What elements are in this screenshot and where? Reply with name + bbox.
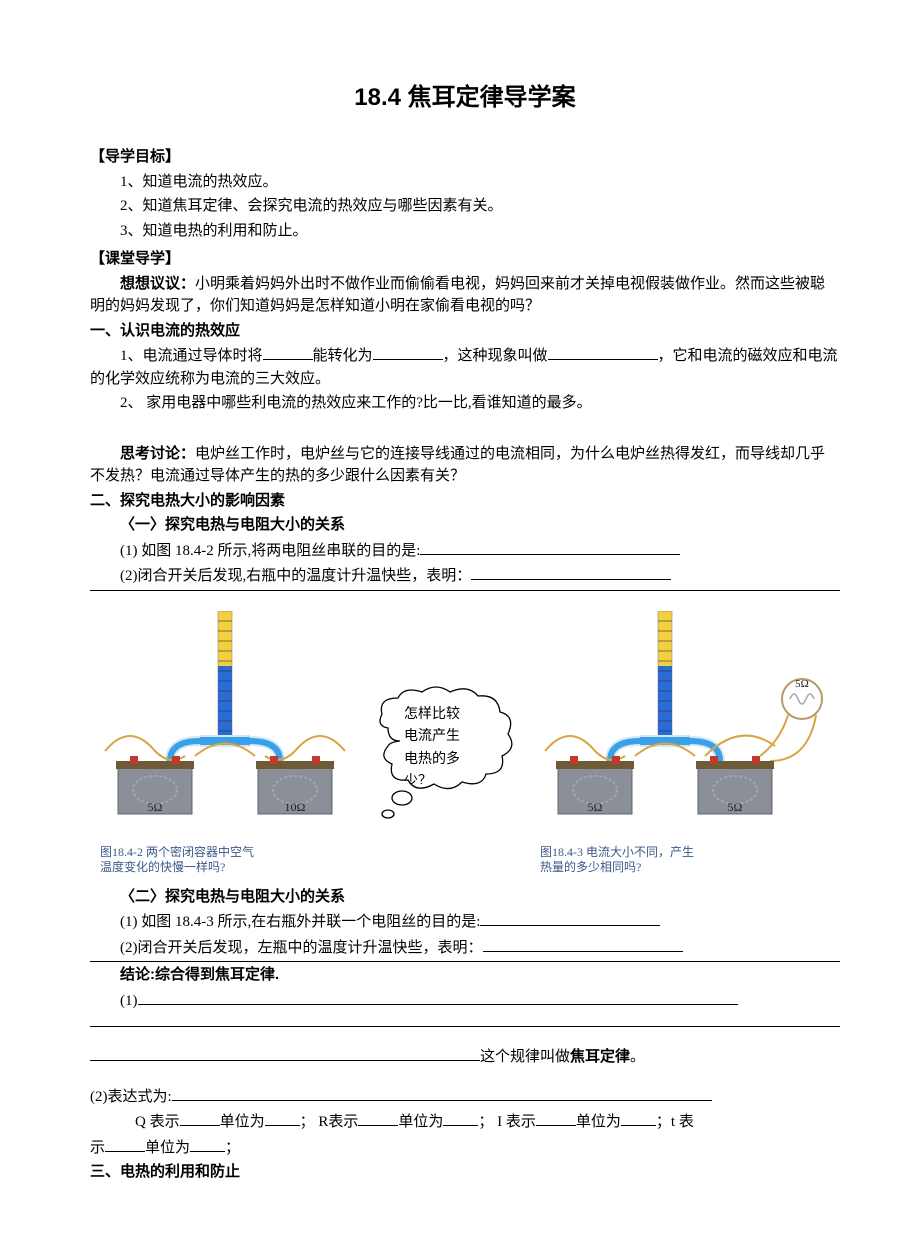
- cap-b-1: 图18.4-3 电流大小不同，产生: [540, 845, 694, 859]
- blank: [536, 1110, 576, 1126]
- blank: [90, 1045, 480, 1061]
- s2b-q1: (1) 如图 18.4-3 所示,在右瓶外并联一个电阻丝的目的是:: [90, 910, 840, 934]
- cap-a-2: 温度变化的快慢一样吗?: [100, 860, 225, 874]
- think-paragraph: 思考讨论：电炉丝工作时，电炉丝与它的连接导线通过的电流相同，为什么电炉丝热得发红…: [90, 443, 840, 488]
- spacer: [90, 417, 840, 441]
- blank: [180, 1110, 220, 1126]
- blank: [138, 989, 738, 1005]
- thought-bubble-svg: 怎样比较 电流产生 电热的多 少？: [370, 686, 520, 836]
- s1-q1-a: 1、电流通过导体时将: [120, 348, 263, 364]
- blank: [373, 344, 443, 360]
- c2-label: (2)表达式为:: [90, 1089, 172, 1105]
- section-1-q2: 2、 家用电器中哪些利电流的热效应来工作的?比一比,看谁知道的最多。: [90, 392, 840, 415]
- think-text: 电炉丝工作时，电炉丝与它的连接导线通过的电流相同，为什么电炉丝热得发红，而导线却…: [90, 446, 825, 485]
- c2-q: Q 表示: [135, 1114, 180, 1130]
- story-text: 小明乘着妈妈外出时不做作业而偷偷看电视，妈妈回来前才关掉电视假装做作业。然而这些…: [90, 276, 825, 315]
- ext-resistor-label: 5Ω: [795, 678, 809, 690]
- s2b-q2-text: (2)闭合开关后发现，左瓶中的温度计升温快些，表明：: [120, 940, 483, 956]
- blank: [621, 1110, 656, 1126]
- right-box-a-label: 10Ω: [285, 800, 306, 814]
- blank: [420, 539, 680, 555]
- joule-law-name: 焦耳定律: [570, 1048, 630, 1065]
- objective-3: 3、知道电热的利用和防止。: [90, 220, 840, 243]
- class-heading: 【课堂导学】: [90, 248, 840, 271]
- thought-l2: 电流产生: [404, 729, 460, 744]
- rule-line: [90, 1014, 840, 1027]
- right-box-b-label: 5Ω: [728, 800, 743, 814]
- s1-q1-b: 能转化为: [313, 348, 373, 364]
- blank: [483, 936, 683, 952]
- blank: [443, 1110, 478, 1126]
- blank: [172, 1085, 712, 1101]
- apparatus-right-svg: 5Ω 5Ω 5Ω: [540, 611, 830, 841]
- figure-18-4-3-caption: 图18.4-3 电流大小不同，产生 热量的多少相同吗?: [540, 845, 830, 876]
- s2b-q2: (2)闭合开关后发现，左瓶中的温度计升温快些，表明：: [90, 936, 840, 960]
- c1-period: 。: [630, 1049, 645, 1065]
- section-1-q1: 1、电流通过导体时将能转化为，这种现象叫做，它和电流的磁效应和电流的化学效应统称…: [90, 344, 840, 390]
- conclusion-1-label: (1): [90, 989, 840, 1013]
- blank: [190, 1136, 225, 1152]
- c2-end: ；: [225, 1140, 240, 1156]
- spacer: [90, 1071, 840, 1083]
- c2-unit4: 单位为: [145, 1140, 190, 1156]
- c2-r: ； R表示: [300, 1114, 359, 1130]
- blank: [105, 1136, 145, 1152]
- conclusion-heading: 结论:综合得到焦耳定律.: [90, 964, 840, 987]
- left-box-a-label: 5Ω: [148, 800, 163, 814]
- conclusion-1-tail: 这个规律叫做焦耳定律。: [90, 1045, 840, 1069]
- s2a-q1-text: (1) 如图 18.4-2 所示,将两电阻丝串联的目的是:: [120, 543, 420, 559]
- s2a-q2: (2)闭合开关后发现,右瓶中的温度计升温快些，表明：: [90, 564, 840, 588]
- section-3-heading: 三、电热的利用和防止: [90, 1161, 840, 1184]
- figure-18-4-2-caption: 图18.4-2 两个密闭容器中空气 温度变化的快慢一样吗?: [100, 845, 350, 876]
- story-label: 想想议议：: [120, 275, 195, 292]
- conclusion-2-symbols-line2: 示 单位为 ；: [90, 1136, 840, 1160]
- cap-b-2: 热量的多少相同吗?: [540, 860, 641, 874]
- thought-bubble: 怎样比较 电流产生 电热的多 少？: [370, 686, 520, 836]
- blank: [265, 1110, 300, 1126]
- s1-q1-c: ，这种现象叫做: [443, 348, 548, 364]
- s2a-q2-text: (2)闭合开关后发现,右瓶中的温度计升温快些，表明：: [120, 568, 471, 584]
- c1-label: (1): [120, 993, 138, 1009]
- conclusion-2-label: (2)表达式为:: [90, 1085, 840, 1109]
- blank: [480, 910, 660, 926]
- blank: [263, 344, 313, 360]
- objective-2: 2、知道焦耳定律、会探究电流的热效应与哪些因素有关。: [90, 195, 840, 218]
- blank: [358, 1110, 398, 1126]
- c1-tail-text: 这个规律叫做: [480, 1049, 570, 1065]
- blank: [548, 344, 658, 360]
- c2-unit3: 单位为: [576, 1114, 621, 1130]
- figure-18-4-3: 5Ω 5Ω 5Ω 图1: [540, 611, 830, 876]
- figure-row: 5Ω 10Ω 图18.4-2 两个密闭容器中空气 温度变化的快慢一样吗?: [90, 611, 840, 876]
- rule-line: [90, 590, 840, 591]
- c2-unit2: 单位为: [398, 1114, 443, 1130]
- c2-i: ； I 表示: [478, 1114, 536, 1130]
- s2a-q1: (1) 如图 18.4-2 所示,将两电阻丝串联的目的是:: [90, 539, 840, 563]
- conclusion-2-symbols: Q 表示 单位为 ； R表示 单位为 ； I 表示 单位为 ；t 表: [90, 1110, 840, 1134]
- blank: [471, 564, 671, 580]
- section-2a-heading: 〈一〉探究电热与电阻大小的关系: [90, 514, 840, 537]
- objective-1: 1、知道电流的热效应。: [90, 171, 840, 194]
- section-1-heading: 一、认识电流的热效应: [90, 320, 840, 343]
- page-title: 18.4 焦耳定律导学案: [90, 80, 840, 116]
- left-box-b-label: 5Ω: [588, 800, 603, 814]
- c2-t2: 示: [90, 1140, 105, 1156]
- s2b-q1-text: (1) 如图 18.4-3 所示,在右瓶外并联一个电阻丝的目的是:: [120, 914, 480, 930]
- thought-l1: 怎样比较: [404, 707, 460, 722]
- section-2b-heading: 〈二〉探究电热与电阻大小的关系: [90, 886, 840, 909]
- c2-t: ；t 表: [656, 1114, 694, 1130]
- thought-l3: 电热的多: [404, 751, 460, 766]
- think-label: 思考讨论：: [120, 445, 195, 462]
- section-2-heading: 二、探究电热大小的影响因素: [90, 490, 840, 513]
- figure-18-4-2: 5Ω 10Ω 图18.4-2 两个密闭容器中空气 温度变化的快慢一样吗?: [100, 611, 350, 876]
- rule-line: [90, 961, 840, 962]
- c2-unit1: 单位为: [220, 1114, 265, 1130]
- story-paragraph: 想想议议：小明乘着妈妈外出时不做作业而偷偷看电视，妈妈回来前才关掉电视假装做作业…: [90, 273, 840, 318]
- thought-l4: 少？: [404, 774, 432, 784]
- cap-a-1: 图18.4-2 两个密闭容器中空气: [100, 845, 254, 859]
- apparatus-left-svg: 5Ω 10Ω: [100, 611, 350, 841]
- objectives-heading: 【导学目标】: [90, 146, 840, 169]
